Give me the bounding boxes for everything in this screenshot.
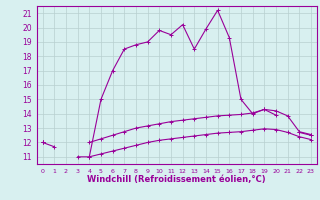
X-axis label: Windchill (Refroidissement éolien,°C): Windchill (Refroidissement éolien,°C): [87, 175, 266, 184]
